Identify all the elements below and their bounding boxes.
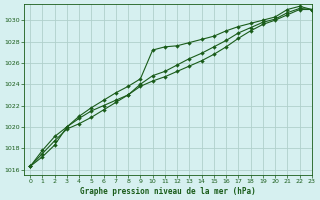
X-axis label: Graphe pression niveau de la mer (hPa): Graphe pression niveau de la mer (hPa) (80, 187, 256, 196)
